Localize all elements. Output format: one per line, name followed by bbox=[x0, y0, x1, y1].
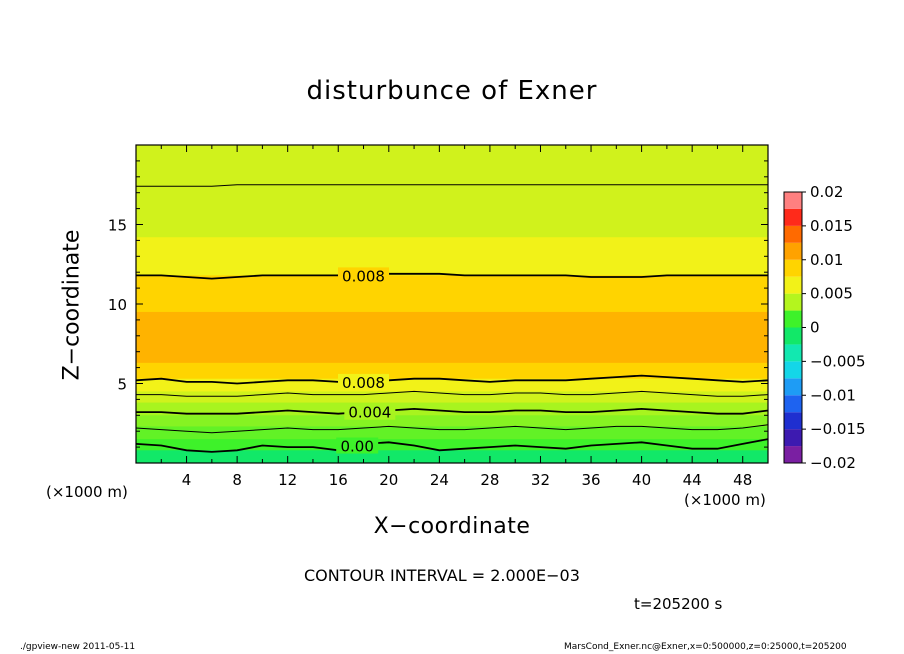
colorbar-tick-label: −0.01 bbox=[810, 386, 856, 404]
colorbar-segment bbox=[784, 395, 802, 413]
colorbar-segment bbox=[784, 259, 802, 277]
x-tick-label: 44 bbox=[683, 471, 702, 489]
y-tick-label: 5 bbox=[117, 376, 127, 394]
colorbar-segment bbox=[784, 225, 802, 243]
colorbar-segment bbox=[784, 429, 802, 447]
colorbar-segment bbox=[784, 412, 802, 430]
x-unit-label-right: (×1000 m) bbox=[684, 491, 766, 509]
contour-label: 0.004 bbox=[348, 404, 391, 422]
x-tick-label: 12 bbox=[278, 471, 297, 489]
color-band bbox=[136, 450, 768, 463]
contour-label-bg bbox=[338, 373, 390, 390]
contour-line bbox=[136, 407, 769, 415]
x-axis-label: X−coordinate bbox=[373, 514, 531, 539]
x-tick-label: 16 bbox=[329, 471, 348, 489]
y-axis-label: Z−coordinate bbox=[59, 229, 85, 381]
colorbar-tick-label: −0.015 bbox=[810, 420, 866, 438]
contour-line bbox=[136, 390, 769, 397]
colorbar-segment bbox=[784, 192, 802, 209]
contour-label-bg bbox=[336, 437, 379, 454]
colorbar-tick-label: −0.02 bbox=[810, 454, 856, 472]
footer-right: MarsCond_Exner.nc@Exner,x=0:500000,z=0:2… bbox=[564, 642, 847, 652]
contour-line bbox=[136, 184, 768, 187]
contour-label: 0.00 bbox=[340, 438, 373, 456]
x-tick-label: 20 bbox=[379, 471, 398, 489]
contour-label: 0.008 bbox=[342, 267, 385, 285]
chart-title: disturbunce of Exner bbox=[306, 76, 598, 106]
y-tick-label: 10 bbox=[108, 296, 127, 314]
y-tick-label: 15 bbox=[108, 217, 127, 235]
contour-interval-note: CONTOUR INTERVAL = 2.000E−03 bbox=[304, 566, 580, 585]
colorbar-segment bbox=[784, 276, 802, 294]
colorbar-segment bbox=[784, 361, 802, 379]
x-tick-label: 36 bbox=[581, 471, 600, 489]
x-tick-label: 28 bbox=[480, 471, 499, 489]
colorbar-segment bbox=[784, 378, 802, 396]
colorbar-tick-label: 0.02 bbox=[810, 183, 843, 201]
colorbar-segment bbox=[784, 310, 802, 328]
x-tick-label: 40 bbox=[632, 471, 651, 489]
colorbar-tick-label: 0.015 bbox=[810, 217, 853, 235]
contour-line bbox=[135, 374, 769, 385]
colorbar-segment bbox=[784, 327, 802, 345]
x-tick-label: 8 bbox=[232, 471, 242, 489]
x-tick-label: 4 bbox=[182, 471, 192, 489]
colorbar-tick-label: 0 bbox=[810, 319, 820, 337]
colorbar-tick-label: 0.005 bbox=[810, 285, 853, 303]
contour-line bbox=[135, 438, 769, 453]
colorbar-tick-label: 0.01 bbox=[810, 251, 843, 269]
colorbar-tick-label: −0.005 bbox=[810, 352, 866, 370]
contour-label-bg bbox=[344, 403, 396, 420]
colorbar-segment bbox=[784, 293, 802, 311]
contour-line bbox=[135, 424, 769, 434]
x-tick-label: 32 bbox=[531, 471, 550, 489]
time-note: t=205200 s bbox=[634, 595, 723, 613]
x-tick-label: 24 bbox=[430, 471, 449, 489]
footer-left: ./gpview-new 2011-05-11 bbox=[20, 642, 136, 652]
contour-label: 0.008 bbox=[342, 374, 385, 392]
contour-label-bg bbox=[338, 267, 390, 284]
colorbar-segment bbox=[784, 242, 802, 260]
colorbar-segment bbox=[784, 446, 802, 463]
x-unit-label-left: (×1000 m) bbox=[46, 483, 128, 501]
colorbar-segment bbox=[784, 208, 802, 226]
x-tick-label: 48 bbox=[733, 471, 752, 489]
colorbar-segment bbox=[784, 344, 802, 362]
contour-line bbox=[136, 272, 768, 280]
